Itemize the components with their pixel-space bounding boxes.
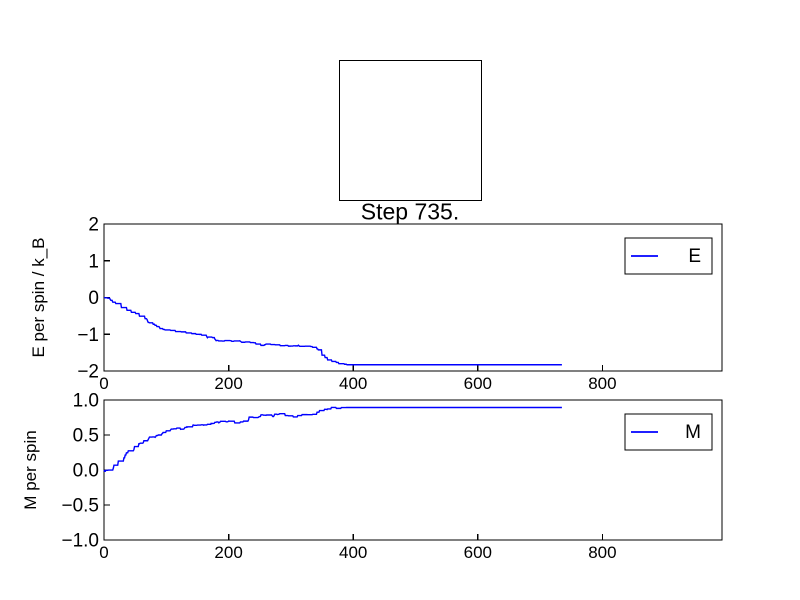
svg-text:M: M bbox=[685, 422, 701, 443]
svg-text:800: 800 bbox=[588, 374, 616, 393]
svg-text:0: 0 bbox=[88, 288, 99, 309]
svg-text:2: 2 bbox=[88, 215, 99, 236]
svg-text:400: 400 bbox=[339, 374, 367, 393]
svg-text:400: 400 bbox=[339, 543, 367, 562]
svg-text:0: 0 bbox=[99, 374, 108, 393]
svg-text:−1: −1 bbox=[77, 325, 99, 346]
svg-text:200: 200 bbox=[214, 543, 242, 562]
svg-text:E: E bbox=[688, 246, 701, 267]
svg-text:600: 600 bbox=[464, 374, 492, 393]
svg-text:1: 1 bbox=[88, 251, 99, 272]
svg-text:−1.0: −1.0 bbox=[61, 531, 99, 552]
svg-text:−0.5: −0.5 bbox=[61, 496, 99, 517]
svg-text:−2: −2 bbox=[77, 362, 99, 383]
svg-text:200: 200 bbox=[214, 374, 242, 393]
svg-text:0.5: 0.5 bbox=[73, 426, 99, 447]
svg-text:800: 800 bbox=[588, 543, 616, 562]
svg-text:1.0: 1.0 bbox=[73, 391, 99, 412]
svg-text:Step 735.: Step 735. bbox=[361, 199, 459, 225]
svg-text:0.0: 0.0 bbox=[73, 461, 99, 482]
svg-text:0: 0 bbox=[99, 543, 108, 562]
svg-text:600: 600 bbox=[464, 543, 492, 562]
svg-text:E per spin / k_B: E per spin / k_B bbox=[29, 237, 48, 357]
svg-text:M per spin: M per spin bbox=[21, 430, 40, 509]
